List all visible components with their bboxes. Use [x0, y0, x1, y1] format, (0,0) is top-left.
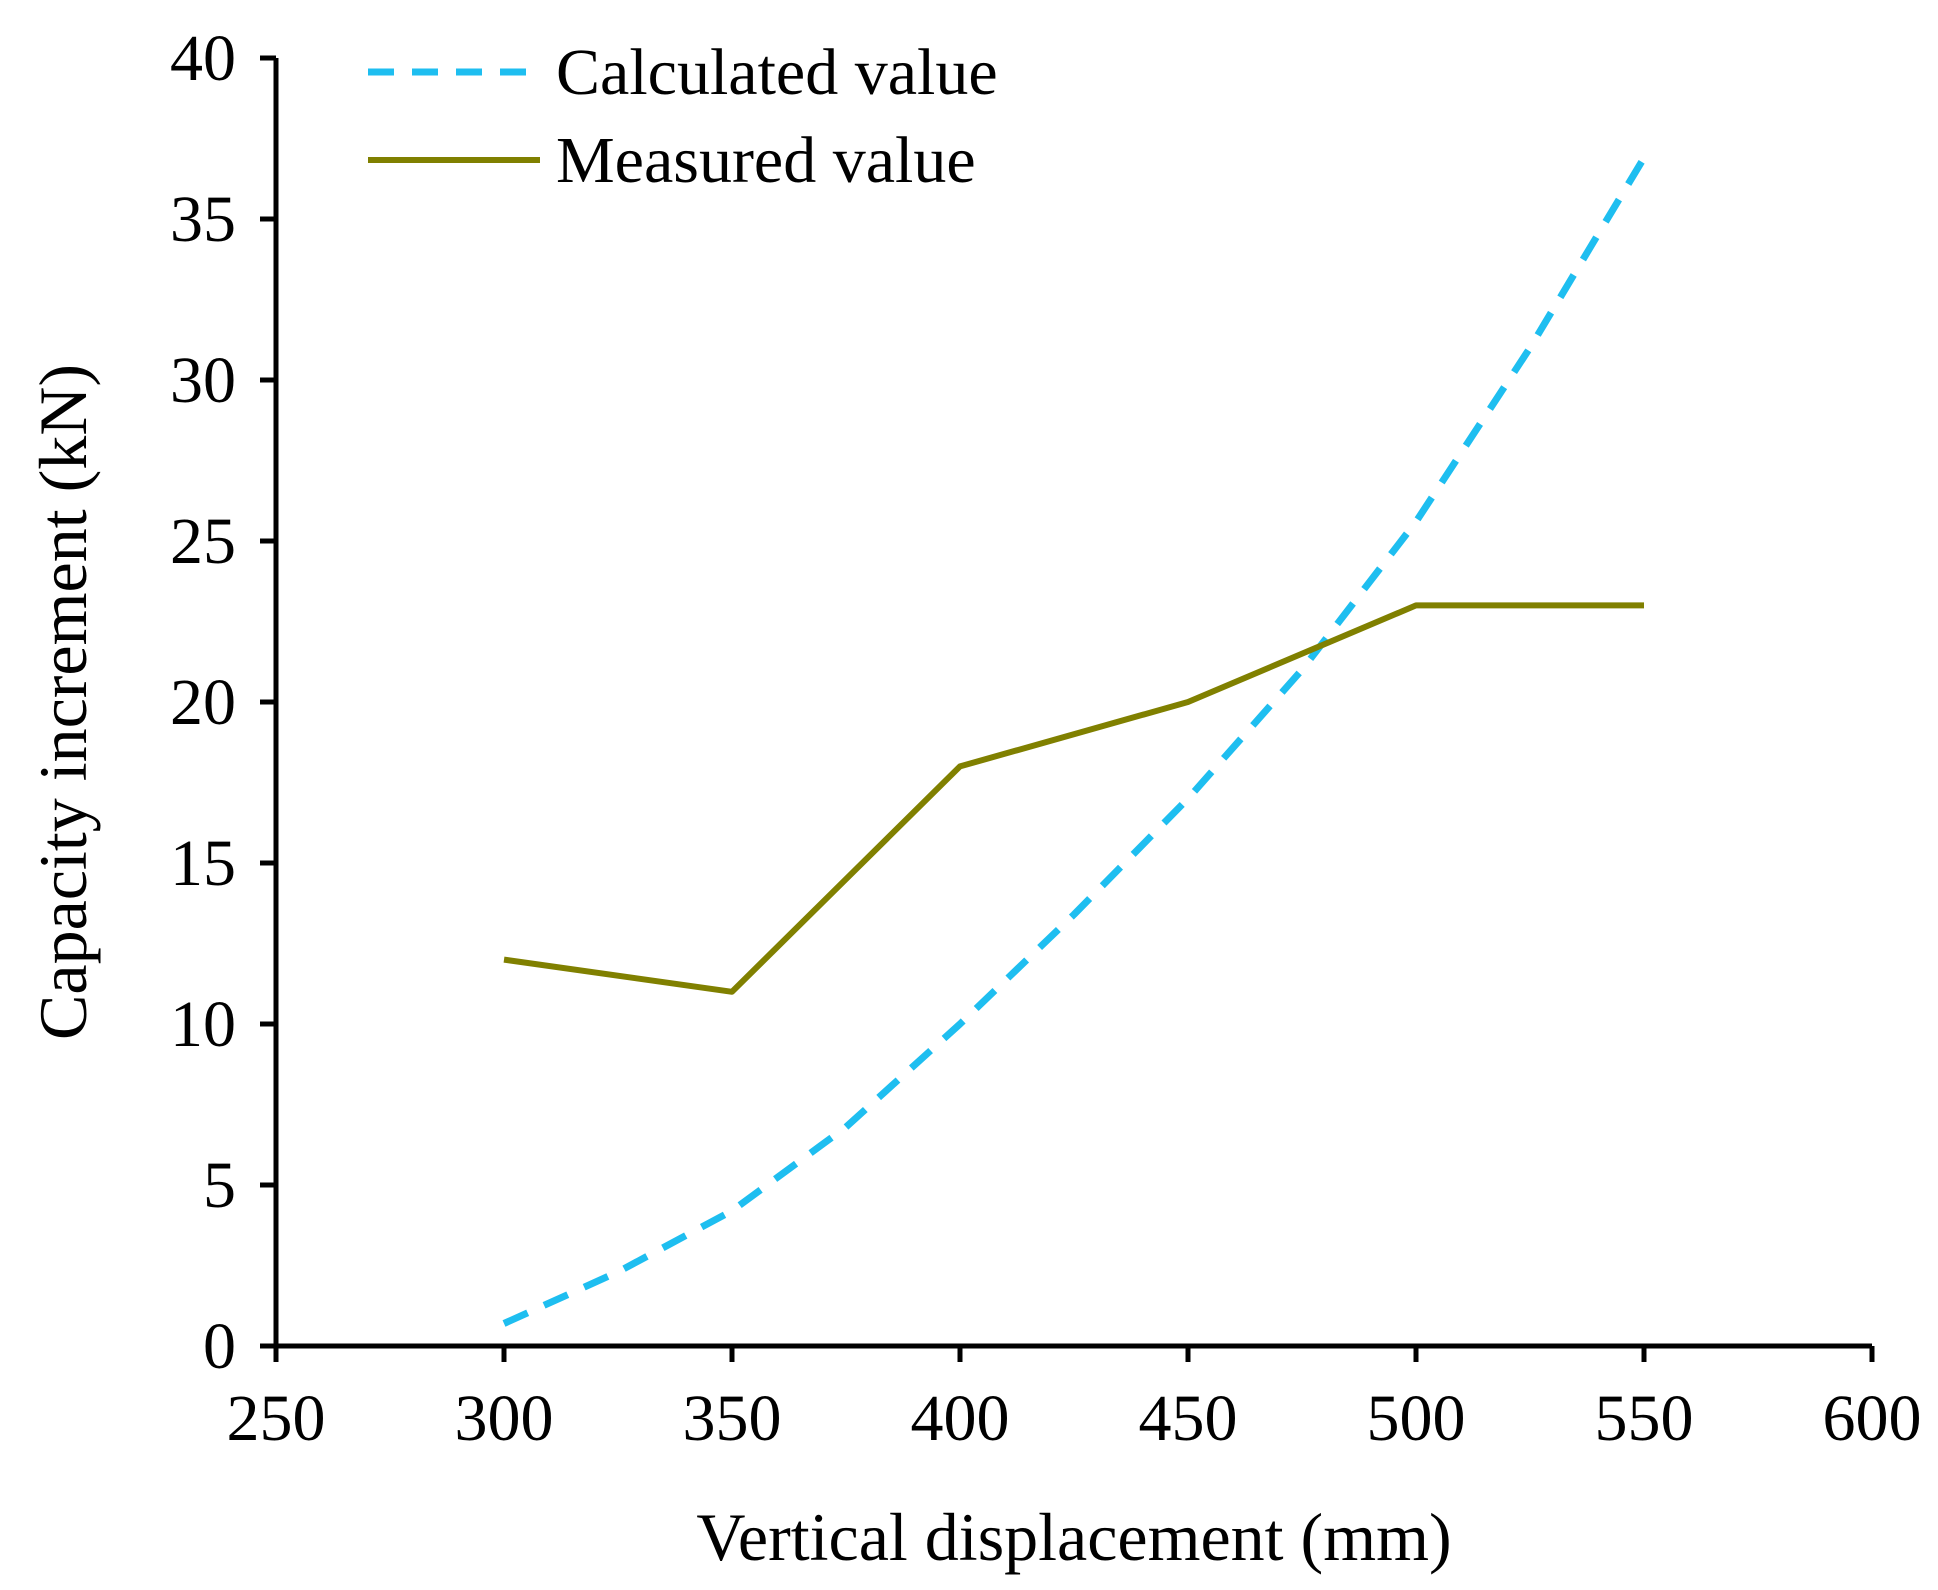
x-tick-label: 600	[1823, 1382, 1922, 1455]
x-tick-label: 300	[455, 1382, 554, 1455]
x-tick-label: 250	[227, 1382, 326, 1455]
axes: 250 300 350 400 450 500 550 600 0 5 10 15 20 25 30 35 4…	[170, 22, 1922, 1455]
series-lines	[502, 155, 1648, 1327]
y-tick-label: 35	[170, 183, 236, 256]
calculated-value-line	[502, 155, 1648, 1327]
x-tick-label: 500	[1367, 1382, 1466, 1455]
x-axis-ticks: 250 300 350 400 450 500 550 600	[227, 1346, 1922, 1455]
x-tick-label: 350	[683, 1382, 782, 1455]
x-tick-label: 400	[911, 1382, 1010, 1455]
legend: Calculated value Measured value	[368, 36, 998, 197]
measured-value-line	[503, 602, 1644, 995]
y-tick-label: 25	[170, 505, 236, 578]
legend-label: Calculated value	[556, 36, 998, 109]
y-tick-label: 0	[203, 1310, 236, 1383]
y-tick-label: 10	[170, 988, 236, 1061]
x-tick-label: 550	[1595, 1382, 1694, 1455]
y-axis-ticks: 0 5 10 15 20 25 30 35 40	[170, 22, 276, 1383]
y-tick-label: 5	[203, 1149, 236, 1222]
legend-label: Measured value	[556, 124, 976, 197]
x-tick-label: 450	[1139, 1382, 1238, 1455]
y-tick-label: 40	[170, 22, 236, 95]
y-tick-label: 30	[170, 344, 236, 417]
x-axis-title: Vertical displacement (mm)	[696, 1499, 1451, 1575]
y-tick-label: 20	[170, 666, 236, 739]
y-tick-label: 15	[170, 827, 236, 900]
y-axis-title: Capacity increment (kN)	[25, 364, 101, 1040]
